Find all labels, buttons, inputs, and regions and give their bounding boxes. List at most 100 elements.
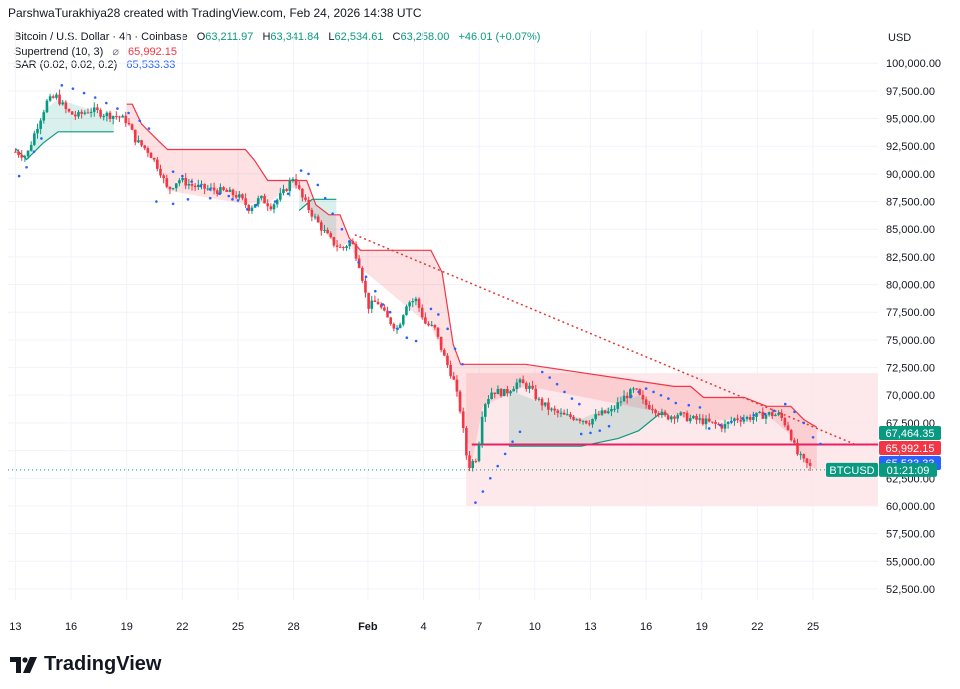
candle-body [238,194,241,198]
candle-body [61,102,65,105]
candle-body [288,180,292,192]
candle-body [679,412,683,416]
candle-body [124,115,128,123]
candle-body [632,388,635,390]
candle-body [320,222,323,231]
candle-body [764,414,768,419]
candle-body [313,216,317,218]
sar-dot [364,275,368,279]
candle-body [461,411,465,429]
candle-body [521,379,525,384]
candle-body [553,408,556,411]
supertrend-up-2-line [298,198,337,211]
candle-body [610,408,613,412]
sar-dot [348,240,351,243]
open-value: 63,211.97 [205,31,254,43]
sar-dot [793,410,796,414]
candle-body [364,280,367,293]
sar-legend[interactable]: SAR (0.02, 0.02, 0.2) 65,533.33 [14,59,175,71]
sar-dot [503,452,507,456]
candle-body [547,402,550,410]
sar-dot [741,417,744,420]
candle-body [405,306,408,316]
x-tick-label: 25 [807,621,819,633]
candle-body [29,144,33,151]
candle-body [565,414,569,416]
candle-body [733,418,736,422]
candle-body [241,194,244,199]
candle-body [386,310,389,318]
y-tick-label: 85,000.00 [886,224,935,236]
candle-body [152,158,156,160]
candle-body [506,389,509,394]
candle-body [701,418,705,425]
sar-dot [555,382,559,386]
x-tick-label: 19 [696,621,708,633]
candle-body [477,444,481,462]
x-tick-label: 28 [288,621,300,633]
candle-body [774,414,777,417]
candle-body [537,398,541,400]
candle-body [550,408,553,410]
candle-body [373,300,377,302]
low-label: L [328,31,335,43]
sar-dot [811,436,815,439]
candle-body [411,301,415,303]
candle-body [86,112,90,114]
candle-body [758,411,761,413]
candle-body [430,324,433,326]
candle-body [591,419,594,425]
candle-body [89,111,93,113]
y-tick-label: 82,500.00 [886,252,935,264]
candle-body [354,244,358,259]
candle-body [149,152,153,159]
sar-dot [208,188,212,191]
candle-body [297,185,301,189]
sar-dot [155,200,158,203]
candle-body [55,94,58,98]
supertrend-down-line [126,103,818,428]
sar-dot [199,184,203,188]
sar-dot [518,430,522,434]
y-tick-label: 97,500.00 [886,86,935,98]
candle-body [695,416,698,420]
supertrend-label: Supertrend (10, 3) [14,46,104,58]
candle-body [613,408,616,410]
candle-body [376,301,380,305]
candle-body [178,180,181,184]
candle-body [487,399,490,405]
close-label: C [392,31,401,43]
sar-dot [772,409,776,413]
sar-dot [496,464,500,468]
sar-dot [481,490,485,493]
candle-body [581,420,585,422]
candle-body [301,188,304,198]
sar-dot [218,192,221,196]
candle-body [493,392,497,395]
sar-dot [396,327,399,331]
candle-body [247,204,251,212]
candle-body [187,183,191,186]
candle-body [58,94,61,105]
candle-body [215,190,219,194]
candle-body [294,179,298,186]
sar-dot [548,376,551,379]
candle-body [414,298,418,302]
candle-body [739,420,743,422]
candle-body [685,412,689,422]
candle-body [168,186,172,190]
candle-body [483,404,487,417]
tradingview-brand[interactable]: TradingView [10,653,161,676]
eye-slash-icon[interactable]: ⌀ [112,46,119,58]
candle-body [499,388,503,397]
supertrend-up-3 [508,389,669,447]
candle-body [524,383,528,389]
x-tick-label: 22 [751,621,763,633]
sar-dot [171,170,175,173]
candle-body [383,307,386,311]
candle-body [379,304,383,308]
price-label-bg [879,426,941,440]
supertrend-legend[interactable]: Supertrend (10, 3) ⌀ 65,992.15 [14,45,177,58]
sar-dot [381,303,385,306]
